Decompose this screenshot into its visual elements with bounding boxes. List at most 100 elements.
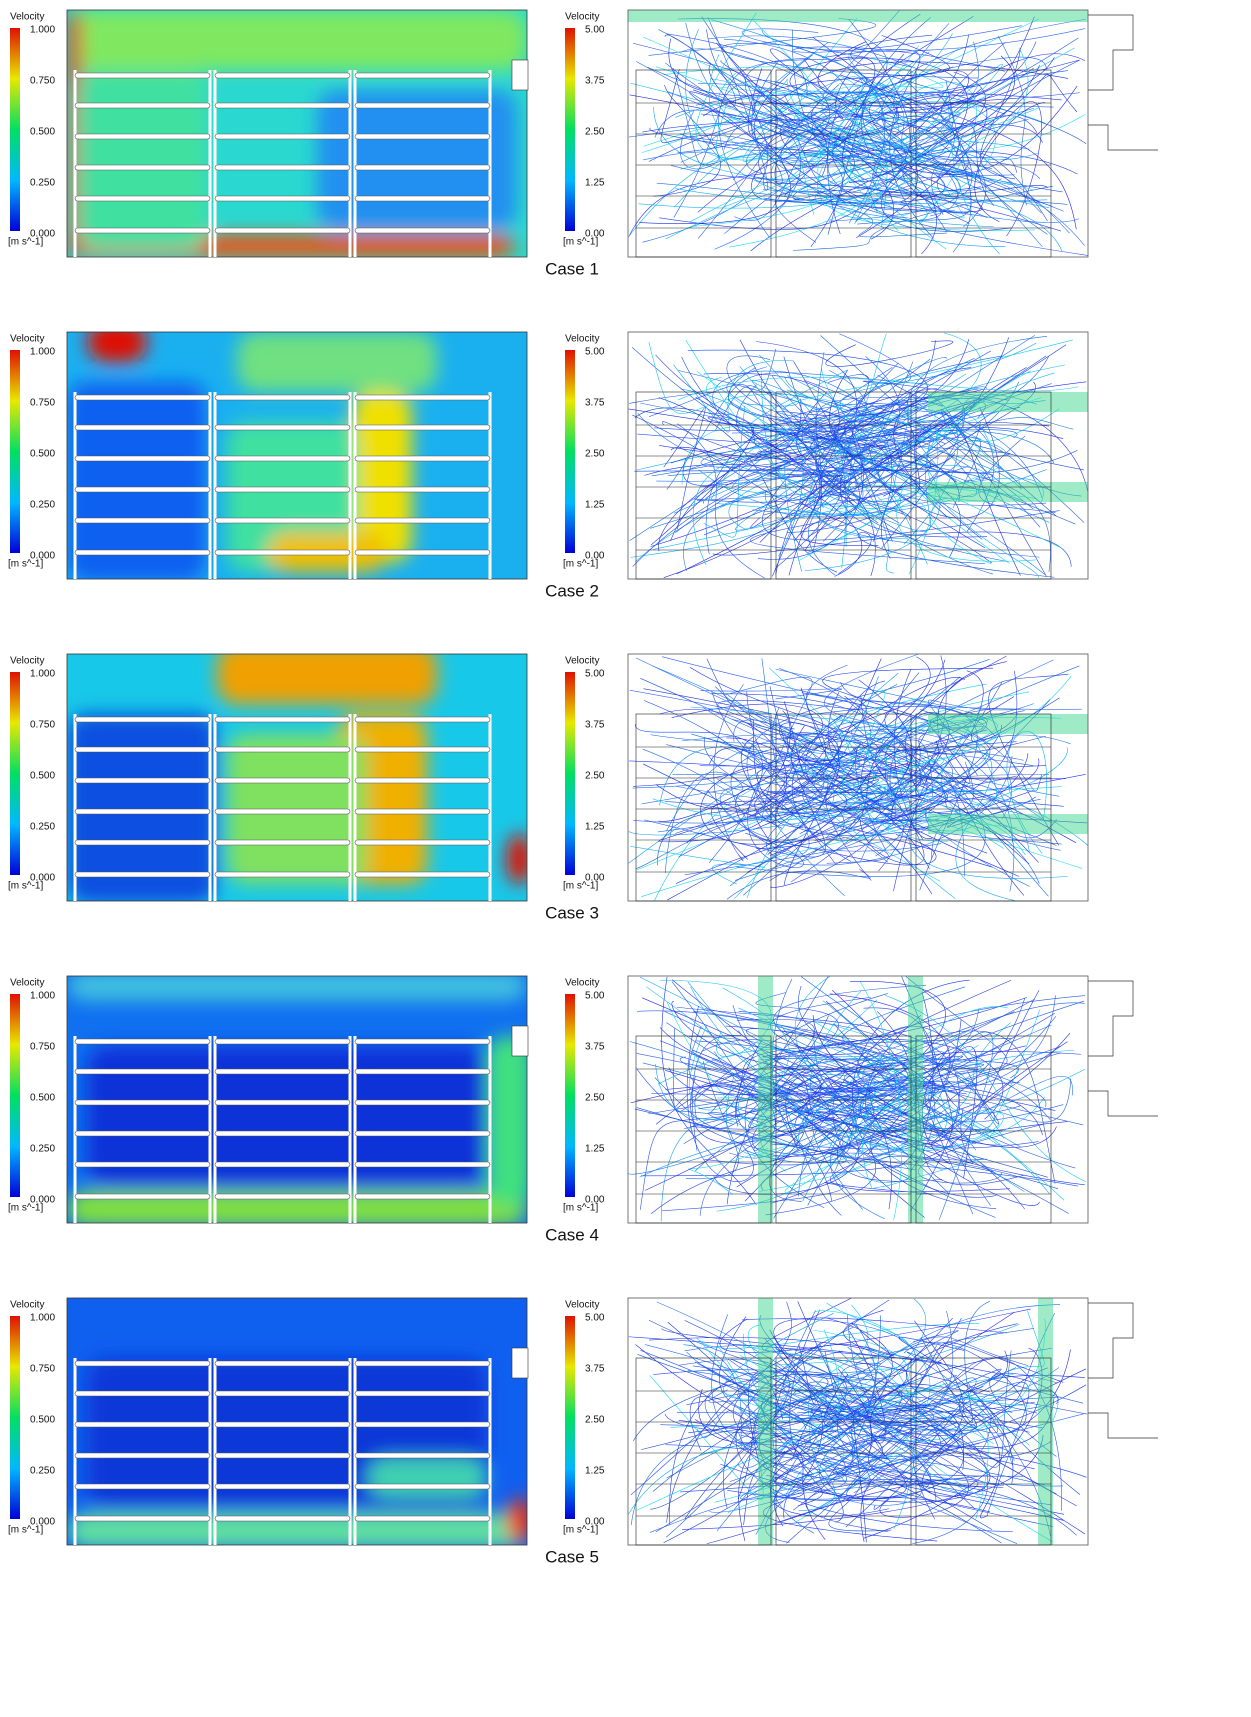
shelf — [75, 840, 210, 845]
shelf — [75, 1162, 210, 1167]
outlet — [512, 1026, 528, 1056]
shelf — [75, 809, 210, 814]
colorbar-tick-label: 2.50 — [585, 449, 605, 460]
shelf — [75, 717, 210, 722]
jet — [928, 714, 1088, 734]
case-caption: Case 5 — [545, 1547, 599, 1566]
shelf — [75, 778, 210, 783]
colorbar-tick-label: 5.00 — [585, 991, 605, 1002]
shelf — [75, 1391, 210, 1396]
colorbar — [565, 1316, 575, 1519]
shelf — [215, 103, 350, 108]
shelf — [75, 747, 210, 752]
shelf — [215, 228, 350, 233]
colorbar-title: Velocity — [10, 334, 44, 345]
colorbar-tick-label: 0.750 — [30, 1042, 55, 1053]
case-row: Velocity1.0000.7500.5000.2500.000[m s^-1… — [8, 644, 1088, 922]
duct — [1088, 1303, 1158, 1438]
shelf — [215, 1516, 350, 1521]
shelf — [75, 1131, 210, 1136]
shelf — [215, 872, 350, 877]
shelf — [75, 425, 210, 430]
colorbar-tick-label: 1.000 — [30, 1313, 55, 1324]
shelf — [355, 1194, 490, 1199]
figure: Velocity1.0000.7500.5000.2500.000[m s^-1… — [0, 0, 1251, 1717]
streamline-plot — [628, 654, 1088, 901]
colorbar-tick-label: 0.250 — [30, 178, 55, 189]
contour-region — [237, 332, 437, 392]
colorbar-unit: [m s^-1] — [563, 237, 598, 248]
shelf — [215, 1361, 350, 1366]
shelf — [215, 1422, 350, 1427]
case-caption: Case 1 — [545, 259, 599, 278]
shelf — [215, 1391, 350, 1396]
colorbar-tick-label: 1.000 — [30, 669, 55, 680]
colorbar-unit: [m s^-1] — [563, 1525, 598, 1536]
shelf — [215, 1069, 350, 1074]
shelf — [215, 1194, 350, 1199]
outlet — [512, 1348, 528, 1378]
colorbar-title: Velocity — [10, 1300, 44, 1311]
colorbar-tick-label: 2.50 — [585, 1093, 605, 1104]
shelf — [75, 134, 210, 139]
shelf — [355, 1162, 490, 1167]
shelf — [355, 487, 490, 492]
case-caption: Case 2 — [545, 581, 599, 600]
shelf — [75, 1100, 210, 1105]
colorbar-title: Velocity — [565, 334, 599, 345]
shelf — [215, 1131, 350, 1136]
colorbar — [10, 672, 20, 875]
jet — [628, 10, 1088, 22]
contour-region — [217, 644, 437, 704]
case-row: Velocity1.0000.7500.5000.2500.000[m s^-1… — [8, 322, 1088, 600]
shelf — [355, 1453, 490, 1458]
shelf — [75, 1484, 210, 1489]
shelf — [355, 395, 490, 400]
contour-region — [77, 70, 207, 250]
contour-plot — [67, 644, 532, 904]
shelf — [215, 1039, 350, 1044]
shelf — [355, 1100, 490, 1105]
shelf — [215, 1100, 350, 1105]
shelf — [355, 550, 490, 555]
colorbar-tick-label: 3.75 — [585, 76, 605, 87]
colorbar-tick-label: 0.750 — [30, 720, 55, 731]
contour-region — [87, 322, 147, 362]
colorbar — [565, 28, 575, 231]
colorbar-tick-label: 0.500 — [30, 127, 55, 138]
shelf — [215, 456, 350, 461]
shelf — [355, 1361, 490, 1366]
contour-region — [67, 10, 527, 70]
colorbar-tick-label: 1.25 — [585, 1144, 605, 1155]
colorbar — [565, 994, 575, 1197]
colorbar-tick-label: 1.000 — [30, 347, 55, 358]
shelf — [75, 550, 210, 555]
colorbar-unit: [m s^-1] — [8, 1203, 43, 1214]
colorbar-title: Velocity — [10, 656, 44, 667]
shelf — [355, 1131, 490, 1136]
shelf — [75, 872, 210, 877]
shelf — [215, 1162, 350, 1167]
contour-region — [367, 1458, 487, 1498]
shelf — [75, 196, 210, 201]
colorbar-tick-label: 3.75 — [585, 720, 605, 731]
jet — [908, 976, 923, 1223]
colorbar-unit: [m s^-1] — [8, 559, 43, 570]
shelf — [75, 487, 210, 492]
duct — [1088, 15, 1158, 150]
shelf — [355, 747, 490, 752]
shelf — [215, 778, 350, 783]
colorbar-tick-label: 0.250 — [30, 1144, 55, 1155]
colorbar-unit: [m s^-1] — [563, 1203, 598, 1214]
streamline-plot — [628, 10, 1088, 257]
contour-region — [507, 1498, 532, 1543]
shelf — [355, 1516, 490, 1521]
shelf — [215, 73, 350, 78]
colorbar-title: Velocity — [565, 1300, 599, 1311]
colorbar-tick-label: 2.50 — [585, 127, 605, 138]
shelf — [75, 1453, 210, 1458]
shelf — [355, 73, 490, 78]
colorbar-tick-label: 1.25 — [585, 822, 605, 833]
shelf — [215, 165, 350, 170]
case-row: Velocity1.0000.7500.5000.2500.000[m s^-1… — [8, 10, 1158, 278]
